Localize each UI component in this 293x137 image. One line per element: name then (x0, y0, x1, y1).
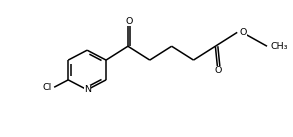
Text: O: O (239, 28, 247, 37)
Text: O: O (215, 66, 222, 75)
Text: Cl: Cl (43, 83, 52, 92)
Text: CH₃: CH₃ (270, 42, 287, 51)
Text: O: O (125, 17, 133, 26)
Text: N: N (84, 85, 91, 94)
